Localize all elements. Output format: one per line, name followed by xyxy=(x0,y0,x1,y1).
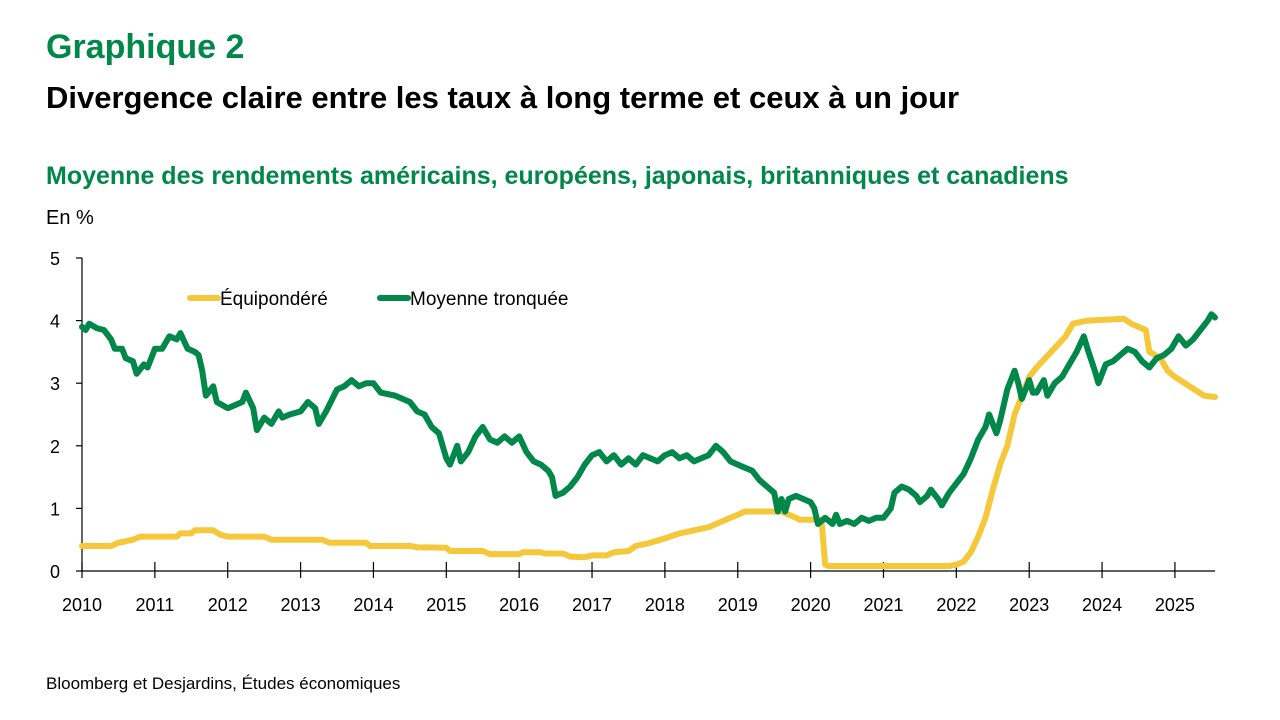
chart-title: Divergence claire entre les taux à long … xyxy=(46,80,960,115)
y-tick-label: 5 xyxy=(50,249,60,269)
x-tick-label: 2014 xyxy=(353,595,393,615)
x-tick-label: 2024 xyxy=(1082,595,1122,615)
y-tick-label: 4 xyxy=(50,312,60,332)
series-line-equipondere xyxy=(79,315,1218,569)
x-tick-label: 2011 xyxy=(136,595,175,615)
series-line-moyenne-tronquee xyxy=(79,311,1218,527)
x-tick-label: 2021 xyxy=(863,595,903,615)
x-tick-label: 2025 xyxy=(1155,595,1195,615)
y-tick-label: 1 xyxy=(50,499,60,519)
source-note: Bloomberg et Desjardins, Études économiq… xyxy=(46,674,401,693)
legend-label: Équipondéré xyxy=(220,289,328,310)
y-axis-unit-label: En % xyxy=(46,207,94,229)
x-tick-label: 2018 xyxy=(645,595,685,615)
series-layer xyxy=(79,311,1218,569)
chart-subtitle: Moyenne des rendements américains, europ… xyxy=(46,162,1069,190)
x-tick-label: 2012 xyxy=(208,595,248,615)
x-tick-label: 2019 xyxy=(718,595,758,615)
axes: 0 1 2 3 4 5 2010 2011 2012 2013 2014 2015 2016 2017 20… xyxy=(50,249,1215,615)
y-tick-label: 2 xyxy=(50,437,60,457)
x-tick-label: 2023 xyxy=(1009,595,1049,615)
x-tick-label: 2010 xyxy=(62,595,102,615)
x-tick-label: 2020 xyxy=(791,595,831,615)
x-tick-label: 2016 xyxy=(499,595,539,615)
x-tick-label: 2017 xyxy=(572,595,612,615)
x-tick-label: 2013 xyxy=(281,595,321,615)
figure-number: Graphique 2 xyxy=(46,28,245,66)
x-tick-label: 2022 xyxy=(936,595,976,615)
legend: Équipondéré Moyenne tronquée xyxy=(187,289,568,310)
y-tick-label: 0 xyxy=(50,562,60,582)
legend-label: Moyenne tronquée xyxy=(410,289,568,310)
x-tick-label: 2015 xyxy=(426,595,466,615)
y-tick-label: 3 xyxy=(50,374,60,394)
